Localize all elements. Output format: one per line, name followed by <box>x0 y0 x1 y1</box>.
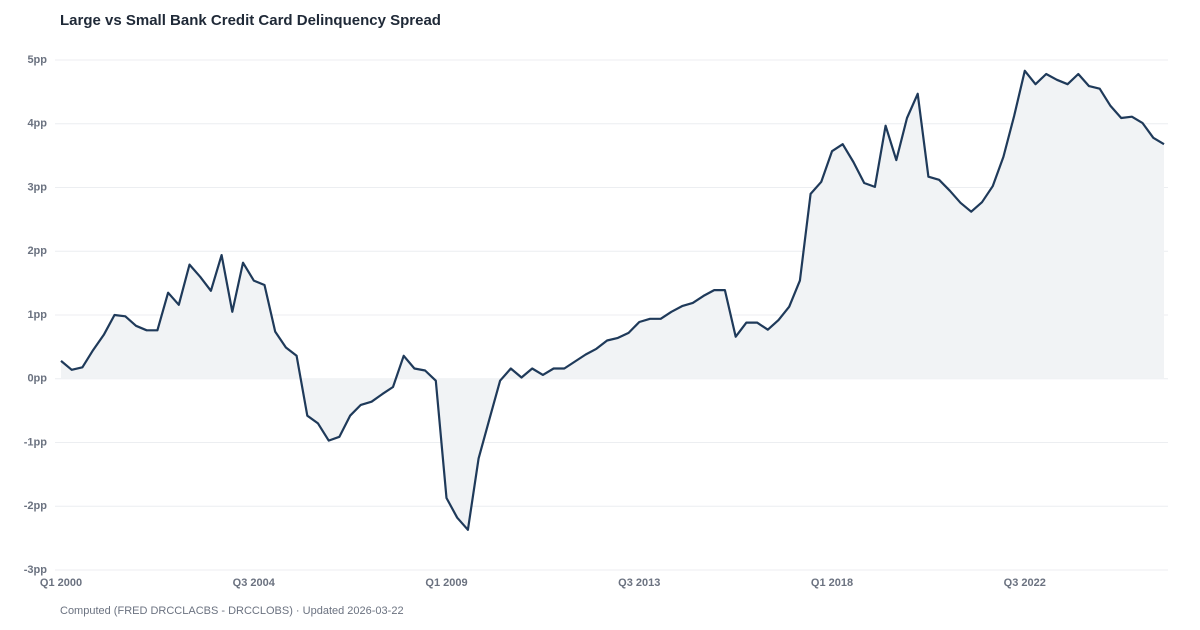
y-tick-label: 2pp <box>27 245 47 257</box>
y-tick-label: 3pp <box>27 181 47 193</box>
x-tick-label: Q3 2004 <box>233 577 276 589</box>
area-fill <box>61 70 1164 530</box>
chart-title: Large vs Small Bank Credit Card Delinque… <box>60 12 441 29</box>
y-tick-label: -1pp <box>24 436 48 448</box>
y-tick-label: -3pp <box>24 564 48 576</box>
x-tick-label: Q3 2022 <box>1004 577 1046 589</box>
y-tick-label: 1pp <box>27 309 47 321</box>
x-tick-label: Q3 2013 <box>618 577 660 589</box>
y-tick-label: -2pp <box>24 500 48 512</box>
x-tick-label: Q1 2018 <box>811 577 853 589</box>
y-tick-label: 5pp <box>27 54 47 66</box>
footer: Computed (FRED DRCCLACBS - DRCCLOBS) · U… <box>60 605 404 617</box>
x-tick-label: Q1 2009 <box>425 577 467 589</box>
y-tick-label: 4pp <box>27 118 47 130</box>
line <box>60 69 1165 531</box>
x-tick-label: Q1 2000 <box>40 577 82 589</box>
y-tick-label: 0pp <box>27 373 47 385</box>
